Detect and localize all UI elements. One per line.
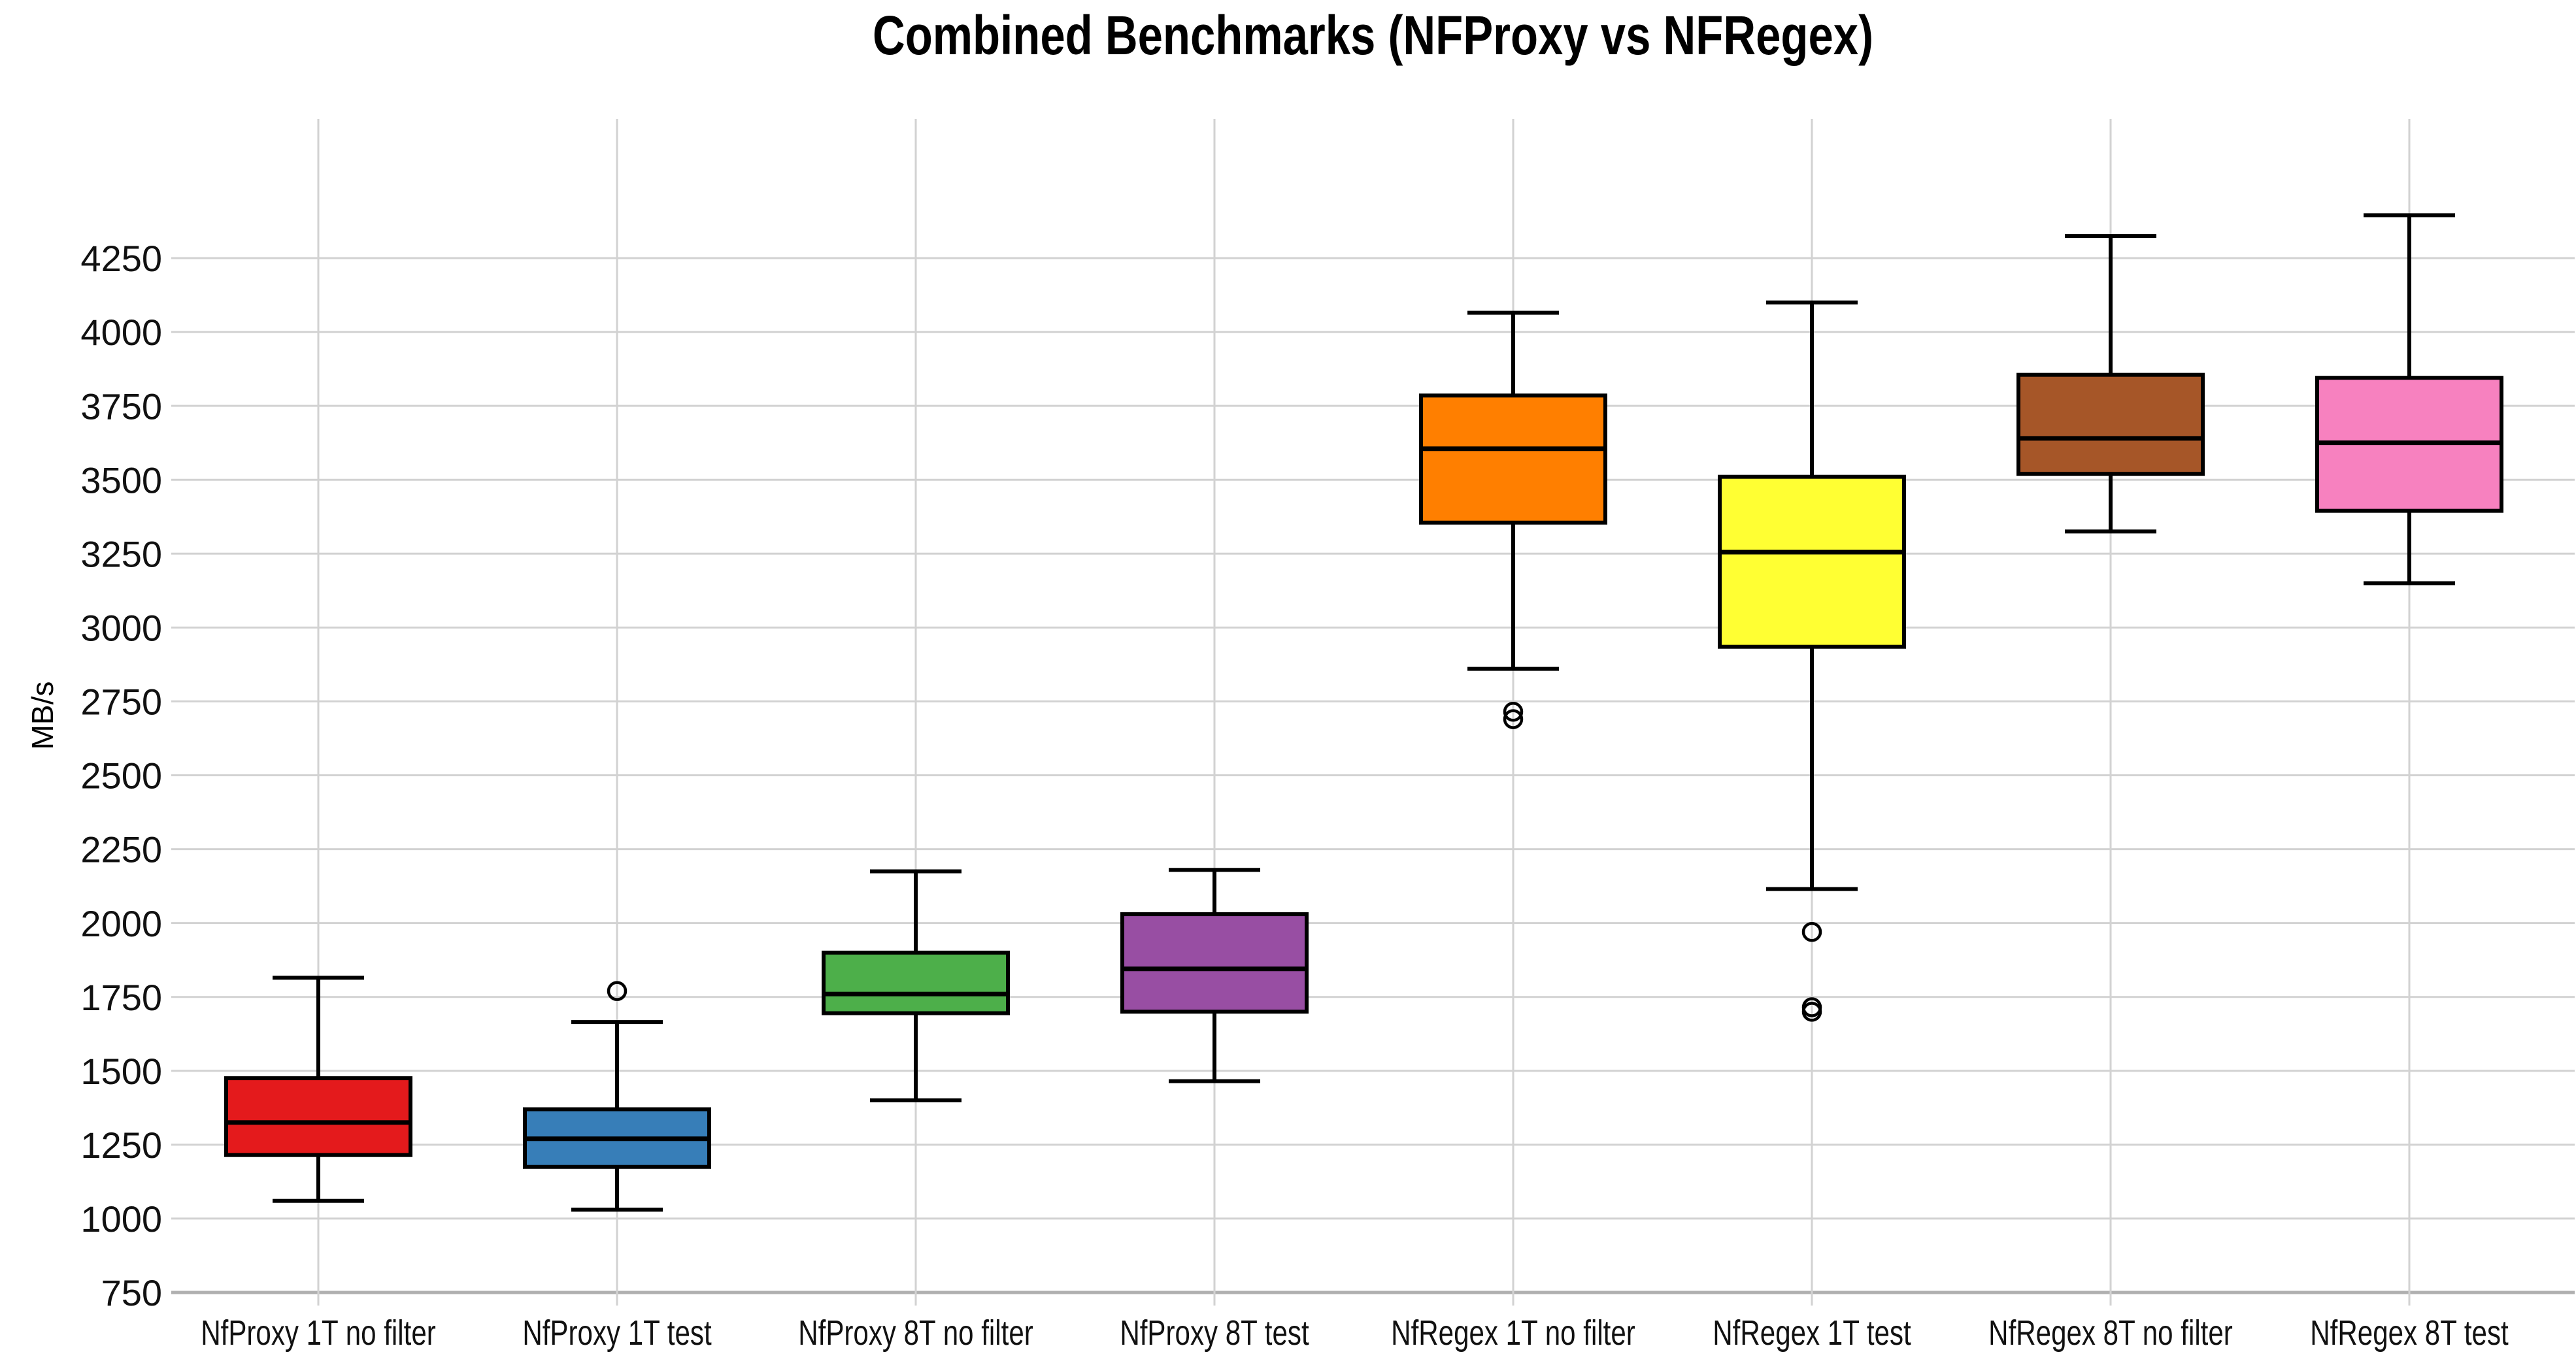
y-tick-label: 1000 bbox=[80, 1198, 162, 1240]
x-tick-label: NfRegex 1T no filter bbox=[1391, 1313, 1635, 1353]
y-tick-label: 1500 bbox=[80, 1051, 162, 1092]
y-tick-label: 3750 bbox=[80, 386, 162, 427]
x-tick-label: NfRegex 8T test bbox=[2310, 1313, 2509, 1353]
x-tick-label: NfProxy 8T no filter bbox=[798, 1313, 1033, 1353]
outlier-point bbox=[1801, 1002, 1822, 1022]
y-tick-label: 3500 bbox=[80, 459, 162, 501]
box-nfregex-8t-no-filter bbox=[2016, 372, 2205, 476]
y-tick-label: 4250 bbox=[80, 238, 162, 279]
box-nfproxy-8t-no-filter bbox=[822, 950, 1010, 1015]
y-tick-label: 4000 bbox=[80, 312, 162, 353]
x-tick-label: NfRegex 8T no filter bbox=[1988, 1313, 2233, 1353]
outlier-point bbox=[1503, 702, 1524, 722]
outlier-point bbox=[607, 981, 627, 1001]
y-tick-label: 2250 bbox=[80, 829, 162, 870]
outlier-point bbox=[1801, 921, 1822, 942]
x-tick-label: NfRegex 1T test bbox=[1713, 1313, 1911, 1353]
y-tick-label: 3250 bbox=[80, 533, 162, 574]
y-tick-label: 1250 bbox=[80, 1125, 162, 1166]
box-nfproxy-1t-no-filter bbox=[224, 1076, 412, 1157]
y-tick-label: 3000 bbox=[80, 608, 162, 649]
box-nfregex-1t-test bbox=[1718, 474, 1906, 649]
y-tick-label: 2750 bbox=[80, 682, 162, 723]
chart-title: Combined Benchmarks (NFProxy vs NFRegex) bbox=[872, 5, 1874, 66]
y-tick-label: 2500 bbox=[80, 755, 162, 797]
x-tick-label: NfProxy 8T test bbox=[1120, 1313, 1309, 1353]
box-nfproxy-8t-test bbox=[1120, 912, 1309, 1014]
y-tick-label: 1750 bbox=[80, 977, 162, 1018]
y-tick-label: 750 bbox=[101, 1272, 162, 1313]
box-nfregex-1t-no-filter bbox=[1419, 393, 1607, 525]
x-tick-label: NfProxy 1T no filter bbox=[201, 1313, 436, 1353]
y-tick-label: 2000 bbox=[80, 903, 162, 944]
outlier-point bbox=[1503, 709, 1524, 729]
x-tick-label: NfProxy 1T test bbox=[522, 1313, 712, 1353]
